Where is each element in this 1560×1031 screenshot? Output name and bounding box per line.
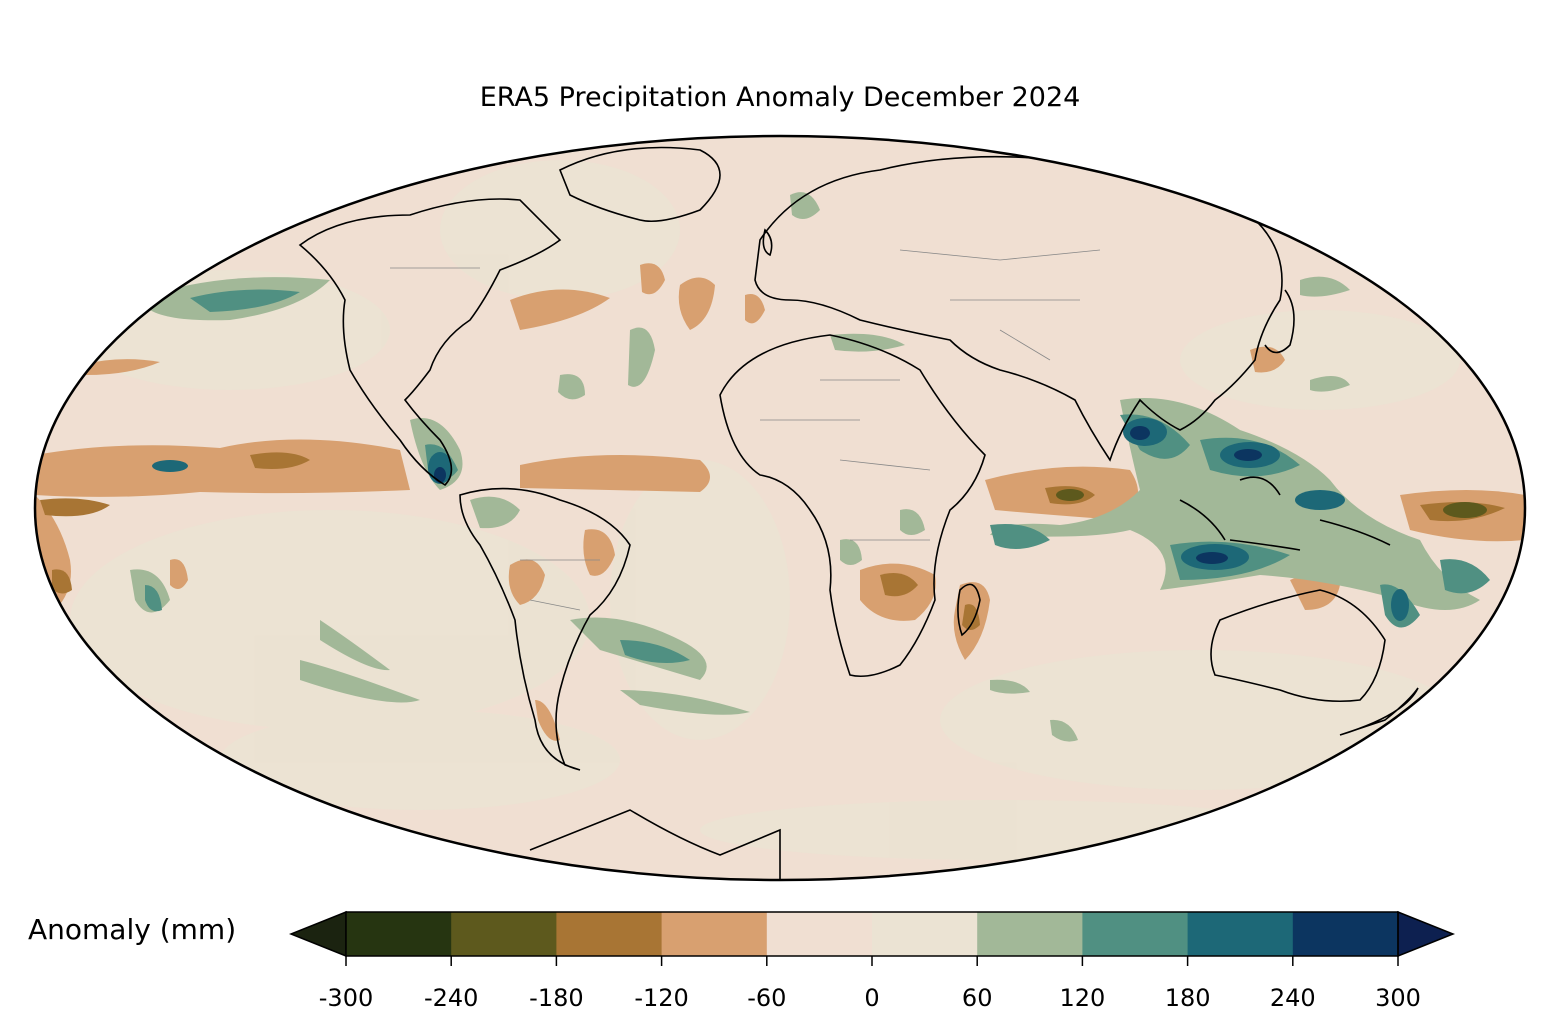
uk-coast — [762, 228, 773, 257]
world-map — [33, 134, 1527, 882]
colorbar-swatches — [288, 910, 1456, 958]
colorbar-bin — [1187, 912, 1294, 956]
map-title: ERA5 Precipitation Anomaly December 2024 — [479, 82, 1081, 113]
colorbar-tick-label: -120 — [634, 984, 688, 1012]
australia-coast — [1210, 589, 1386, 703]
north-america-coast — [298, 198, 562, 487]
coastlines — [298, 146, 1419, 880]
colorbar-bin — [872, 912, 978, 956]
colorbar-tick-label: 0 — [864, 984, 879, 1012]
colorbar-tick-label: 60 — [962, 984, 993, 1012]
map-boundary — [33, 134, 1527, 882]
anomaly-field — [35, 136, 1525, 880]
colorbar-bin — [451, 912, 557, 956]
antarctica-coast — [529, 809, 781, 880]
africa-coast — [719, 334, 986, 678]
colorbar-bin — [661, 912, 768, 956]
colorbar-tick-label: -300 — [319, 984, 373, 1012]
strong-wet-regions — [152, 418, 1409, 621]
colorbar-bin — [346, 912, 452, 956]
colorbar-tick-label: -240 — [424, 984, 478, 1012]
japan-coast — [1264, 289, 1295, 354]
colorbar-tick-label: -60 — [747, 984, 786, 1012]
colorbar-tick-label: 240 — [1270, 984, 1316, 1012]
south-america-coast — [459, 487, 631, 771]
colorbar-bin — [1082, 912, 1189, 956]
colorbar-tick-label: 300 — [1375, 984, 1421, 1012]
colorbar-tick-label: 120 — [1059, 984, 1105, 1012]
colorbar-bin — [556, 912, 663, 956]
extreme-dry-regions — [1056, 489, 1487, 518]
new-zealand-coast — [1339, 687, 1419, 736]
indonesia-coast — [1179, 476, 1391, 551]
country-borders — [390, 249, 1101, 611]
colorbar-ticks: -300 -240 -180 -120 -60 0 60 120 180 240 300 — [319, 956, 1421, 1012]
greenland-coast — [558, 146, 721, 223]
colorbar-over-arrow — [1397, 910, 1456, 958]
colorbar-bin — [977, 912, 1083, 956]
colorbar-under-arrow — [288, 910, 347, 958]
madagascar-coast — [957, 583, 981, 637]
colorbar-tick-label: 180 — [1165, 984, 1211, 1012]
colorbar-tick-label: -180 — [529, 984, 583, 1012]
colorbar-bin — [766, 912, 873, 956]
colorbar-label: Anomaly (mm) — [28, 913, 237, 946]
colorbar-bin — [1292, 912, 1399, 956]
